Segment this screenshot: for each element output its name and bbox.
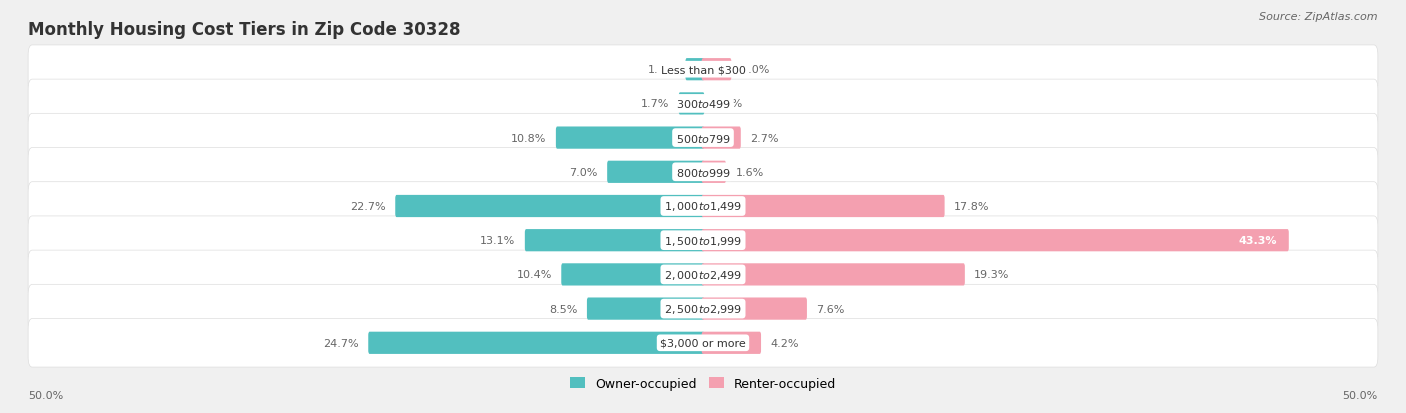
FancyBboxPatch shape (28, 46, 1378, 94)
FancyBboxPatch shape (702, 161, 725, 183)
FancyBboxPatch shape (702, 59, 731, 81)
Text: 1.2%: 1.2% (648, 65, 676, 75)
FancyBboxPatch shape (686, 59, 704, 81)
Text: 0.0%: 0.0% (714, 99, 742, 109)
Text: Source: ZipAtlas.com: Source: ZipAtlas.com (1260, 12, 1378, 22)
Text: 10.4%: 10.4% (516, 270, 551, 280)
FancyBboxPatch shape (586, 298, 704, 320)
FancyBboxPatch shape (28, 114, 1378, 162)
Text: 4.2%: 4.2% (770, 338, 799, 348)
Text: Monthly Housing Cost Tiers in Zip Code 30328: Monthly Housing Cost Tiers in Zip Code 3… (28, 21, 461, 38)
FancyBboxPatch shape (702, 332, 761, 354)
FancyBboxPatch shape (679, 93, 704, 115)
FancyBboxPatch shape (28, 80, 1378, 128)
Text: $1,000 to $1,499: $1,000 to $1,499 (664, 200, 742, 213)
Legend: Owner-occupied, Renter-occupied: Owner-occupied, Renter-occupied (565, 372, 841, 395)
FancyBboxPatch shape (28, 285, 1378, 333)
FancyBboxPatch shape (702, 230, 1289, 252)
Text: 50.0%: 50.0% (28, 390, 63, 400)
Text: $3,000 or more: $3,000 or more (661, 338, 745, 348)
FancyBboxPatch shape (702, 263, 965, 286)
FancyBboxPatch shape (561, 263, 704, 286)
Text: 8.5%: 8.5% (550, 304, 578, 314)
Text: 1.6%: 1.6% (735, 167, 763, 177)
Text: $1,500 to $1,999: $1,500 to $1,999 (664, 234, 742, 247)
Text: 7.0%: 7.0% (569, 167, 598, 177)
FancyBboxPatch shape (28, 216, 1378, 265)
Text: Less than $300: Less than $300 (661, 65, 745, 75)
Text: $2,500 to $2,999: $2,500 to $2,999 (664, 302, 742, 316)
Text: 50.0%: 50.0% (1343, 390, 1378, 400)
Text: 2.0%: 2.0% (741, 65, 769, 75)
FancyBboxPatch shape (28, 251, 1378, 299)
Text: $800 to $999: $800 to $999 (675, 166, 731, 178)
Text: 24.7%: 24.7% (323, 338, 359, 348)
Text: 10.8%: 10.8% (510, 133, 547, 143)
FancyBboxPatch shape (28, 148, 1378, 197)
Text: 1.7%: 1.7% (641, 99, 669, 109)
FancyBboxPatch shape (368, 332, 704, 354)
FancyBboxPatch shape (28, 319, 1378, 367)
FancyBboxPatch shape (607, 161, 704, 183)
Text: 43.3%: 43.3% (1239, 236, 1277, 246)
FancyBboxPatch shape (524, 230, 704, 252)
Text: $500 to $799: $500 to $799 (675, 132, 731, 144)
Text: $300 to $499: $300 to $499 (675, 98, 731, 110)
Text: 13.1%: 13.1% (479, 236, 516, 246)
FancyBboxPatch shape (395, 195, 704, 218)
Text: 22.7%: 22.7% (350, 202, 385, 211)
Text: 7.6%: 7.6% (817, 304, 845, 314)
FancyBboxPatch shape (555, 127, 704, 150)
FancyBboxPatch shape (28, 182, 1378, 231)
FancyBboxPatch shape (702, 298, 807, 320)
Text: 2.7%: 2.7% (751, 133, 779, 143)
Text: 19.3%: 19.3% (974, 270, 1010, 280)
FancyBboxPatch shape (702, 195, 945, 218)
FancyBboxPatch shape (702, 127, 741, 150)
Text: 17.8%: 17.8% (955, 202, 990, 211)
Text: $2,000 to $2,499: $2,000 to $2,499 (664, 268, 742, 281)
